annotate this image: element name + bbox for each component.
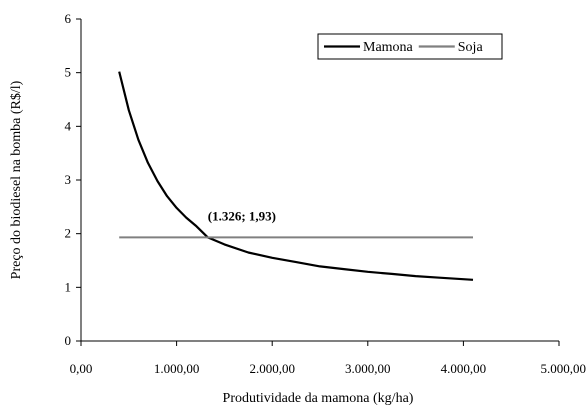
x-tick-label: 0,00 <box>70 361 93 376</box>
y-tick-label: 2 <box>65 226 72 241</box>
series-layer <box>118 71 474 281</box>
x-tick-label: 2.000,00 <box>249 361 295 376</box>
legend-label-soja: Soja <box>458 40 484 55</box>
series-line-mamona <box>118 71 474 281</box>
y-tick-label: 4 <box>65 118 72 133</box>
x-axis-label: Produtividade da mamona (kg/ha) <box>223 391 414 406</box>
x-tick-label: 3.000,00 <box>345 361 391 376</box>
y-tick-label: 6 <box>65 11 72 26</box>
legend-label-mamona: Mamona <box>363 40 414 55</box>
x-tick-label: 5.000,00 <box>541 361 587 376</box>
y-tick-label: 0 <box>65 333 72 348</box>
legend: Mamona Soja <box>317 33 503 60</box>
axes: 0 1 2 3 4 5 6 0,00 1.000,00 2.000,00 3.000,00 4.000… <box>65 11 587 376</box>
y-tick-label: 3 <box>65 172 72 187</box>
y-tick-label: 1 <box>65 279 72 294</box>
x-tick-label: 1.000,00 <box>154 361 200 376</box>
annotation-layer: (1.326; 1,93) <box>208 208 276 223</box>
annotation-label: (1.326; 1,93) <box>208 208 276 223</box>
y-axis-label: Preço do biodiesel na bomba (R$/l) <box>9 80 24 279</box>
y-tick-label: 5 <box>65 65 72 80</box>
x-tick-label: 4.000,00 <box>441 361 487 376</box>
